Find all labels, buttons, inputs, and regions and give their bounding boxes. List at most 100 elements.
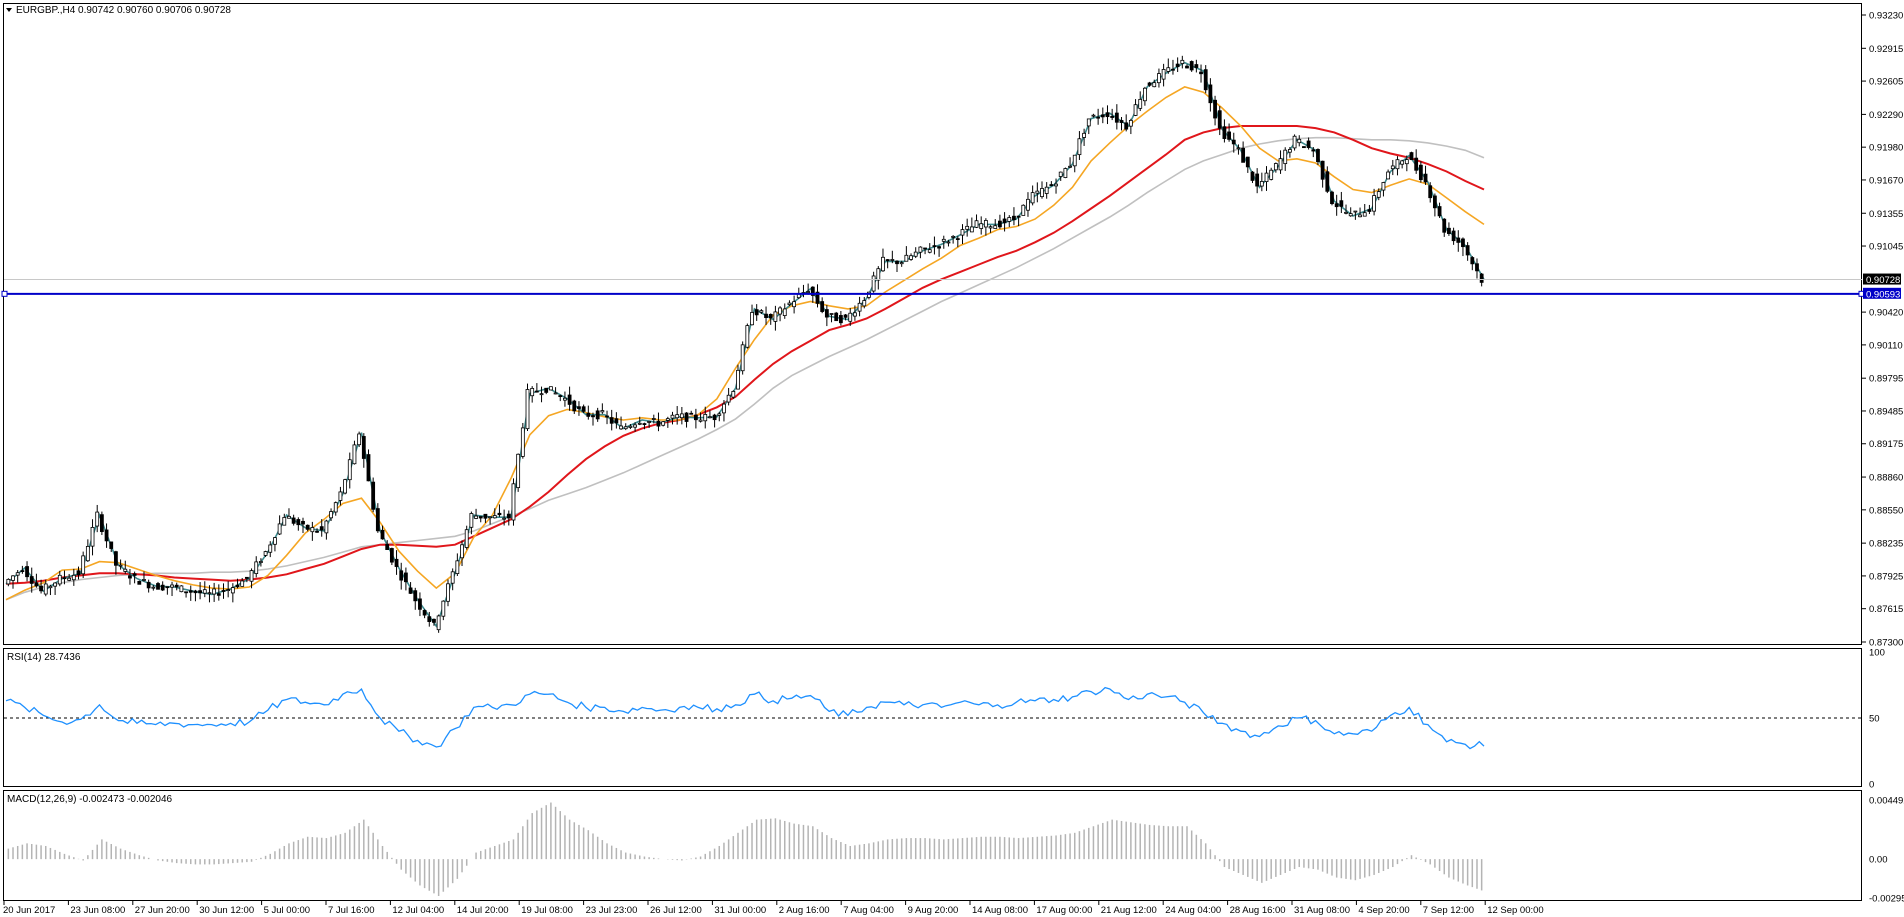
candle-body [633,424,637,428]
candle-body [712,414,717,421]
candle-body [455,560,460,574]
candle-body [497,512,502,516]
candle-body [81,555,86,575]
candle-body [1376,191,1381,198]
candle-body [1054,183,1058,187]
candle-body [1119,120,1124,123]
candle-body [268,544,273,553]
candle-body [422,610,427,616]
candle-body [539,393,544,396]
time-label: 30 Jun 12:00 [199,905,254,916]
candle-body [118,564,123,567]
candle-body [165,586,170,589]
price-label: 0.90420 [1869,308,1903,319]
time-label: 5 Jul 00:00 [264,905,310,916]
ma-fast-line [5,61,1485,628]
candle-body [1409,152,1414,161]
candle-body [1016,215,1021,218]
candle-body [932,245,937,248]
candle-body [890,259,895,261]
triangle-down-icon[interactable] [6,8,12,12]
price-axis: 0.93230 0.92915 0.92605 0.92290 0.91980 0.916… [1862,11,1903,649]
candle-body [287,515,291,519]
candle-body [324,520,329,534]
candle-body [1414,157,1419,171]
hline-price-tag [1863,287,1901,299]
candle-body [1138,98,1143,109]
candle-body [343,479,347,494]
rsi-line [5,686,1485,750]
candle-body [1157,73,1161,84]
candle-body [979,223,984,229]
candle-body [1432,195,1437,209]
candle-body [11,575,15,581]
price-label: 0.89175 [1869,439,1903,450]
candle-body [244,576,249,579]
candle-body [305,524,310,530]
candle-body [960,229,965,236]
price-label: 0.87925 [1869,571,1903,582]
candle-body [946,241,951,244]
candle-body [679,413,684,419]
candle-body [941,238,946,242]
price-tags: 0.90728 0.90593 [1863,273,1901,300]
candle-body [853,312,857,317]
candle-body [1245,156,1250,168]
candle-body [404,572,408,583]
macd-histogram [7,802,1483,897]
candle-body [221,590,226,592]
hline-handle-left[interactable] [1,290,8,297]
candle-body [170,584,174,588]
time-label: 23 Jun 08:00 [70,905,125,916]
candle-body [188,590,193,593]
candle-body [29,576,34,584]
candle-body [1330,191,1334,205]
candle-body [273,537,277,545]
candle-body [1236,147,1241,150]
candle-body [1203,69,1208,91]
candle-body [151,586,156,589]
candle-body [951,235,956,238]
candle-body [736,369,740,390]
candle-body [1044,186,1049,194]
candle-body [1470,257,1475,265]
candle-body [1143,87,1147,102]
candle-body [1213,99,1217,119]
candle-body [1325,171,1330,192]
candle-body [1007,217,1012,222]
candle-body [249,570,254,582]
time-label: 14 Aug 08:00 [972,905,1028,916]
candle-body [1194,64,1199,68]
candle-body [413,590,418,602]
candle-body [778,307,782,315]
macd-level-label: -0.002951 [1869,894,1904,905]
candle-body [1404,159,1409,165]
candle-body [656,420,661,427]
ma-long-line [5,136,1485,601]
time-label: 7 Sep 12:00 [1423,905,1474,916]
time-label: 19 Jul 08:00 [521,905,573,916]
candle-body [193,590,198,594]
price-label: 0.93230 [1869,11,1903,22]
candle-body [1180,59,1185,64]
macd-panel-frame [3,790,1862,901]
price-label: 0.91355 [1869,209,1903,220]
candle-body [1264,172,1269,183]
candle-body [670,414,675,419]
candle-body [1362,212,1367,217]
macd-axis: 0.004492 0.00 -0.002951 [1869,796,1904,905]
candle-body [48,585,53,589]
candle-body [1250,171,1255,181]
candle-body [235,584,240,588]
time-label: 4 Sep 20:00 [1358,905,1409,916]
candle-body [881,256,885,272]
candle-body [202,589,207,594]
time-label: 7 Aug 04:00 [843,905,894,916]
time-label: 26 Jul 12:00 [650,905,702,916]
candle-body [651,418,656,420]
candle-body [544,387,549,393]
time-label: 28 Aug 16:00 [1230,905,1286,916]
candle-body [1110,116,1115,118]
candle-body [1185,65,1189,69]
